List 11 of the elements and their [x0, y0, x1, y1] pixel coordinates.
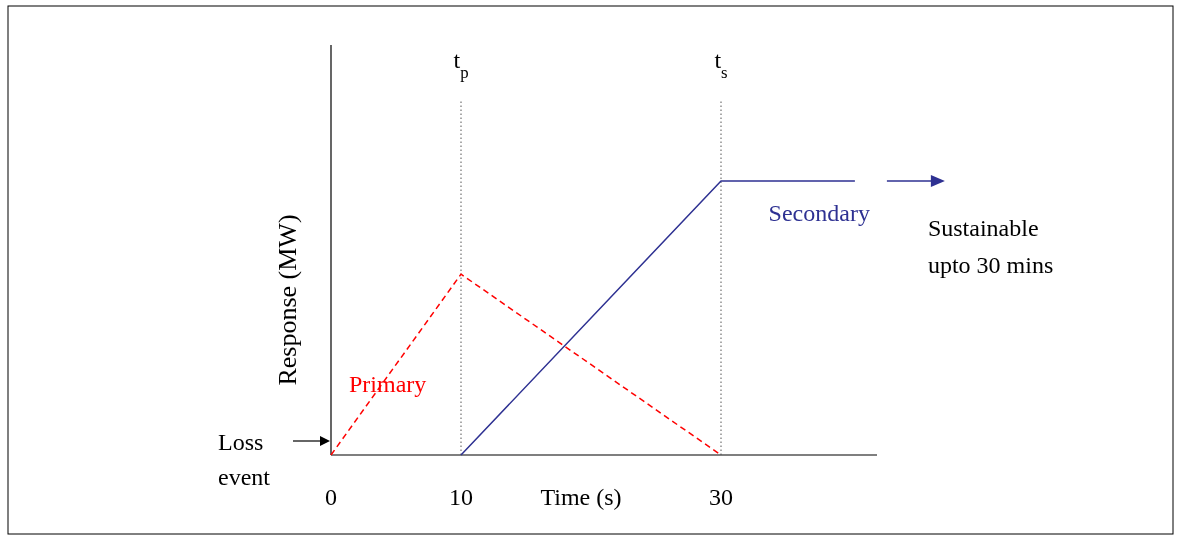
x-tick-label: 0	[325, 484, 337, 510]
y-axis-title: Response (MW)	[273, 214, 302, 386]
x-tick-label: 30	[709, 484, 733, 510]
series-label: Primary	[349, 370, 427, 397]
annotation: Loss event	[218, 429, 271, 490]
x-tick-label: 10	[449, 484, 473, 510]
series-label: Secondary	[768, 200, 870, 226]
text: Sustainable upto 30 mins	[927, 215, 1054, 278]
ref-line-label: t$_{p}$	[453, 47, 469, 82]
ref-line-label: t$_{s}$	[714, 47, 728, 82]
x-axis-title: Time (s)	[540, 484, 622, 510]
